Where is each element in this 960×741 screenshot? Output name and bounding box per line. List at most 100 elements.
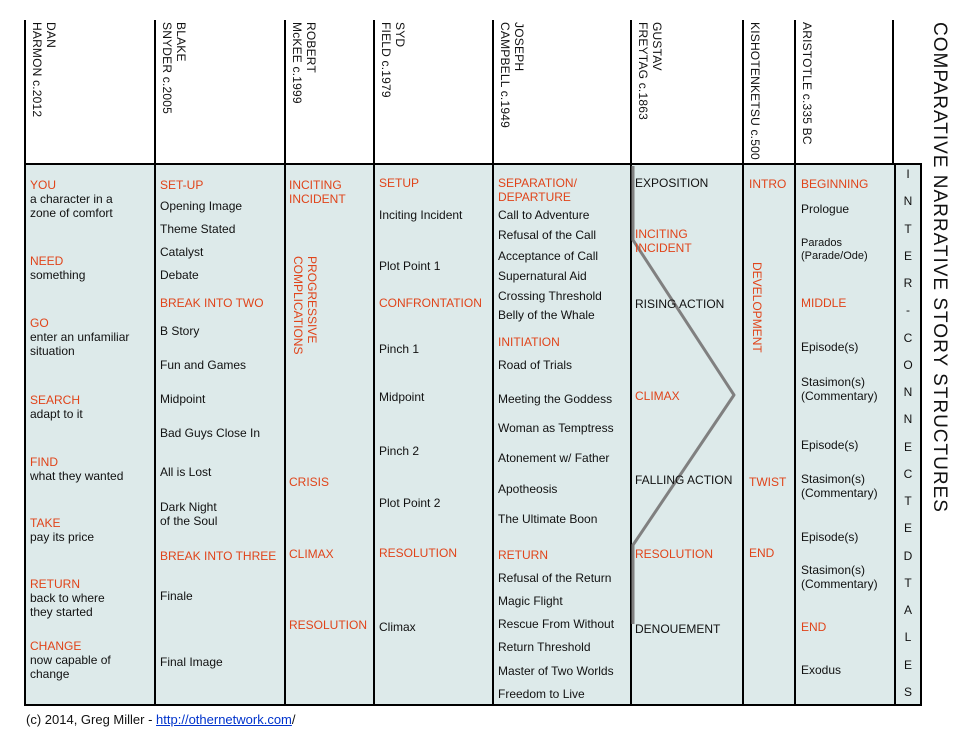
header-aristotle-label: ARISTOTLE c.335 BC bbox=[800, 22, 814, 145]
beat: YOU a character in a zone of comfort bbox=[30, 178, 113, 220]
beat: The Ultimate Boon bbox=[498, 512, 598, 526]
beat: Road of Trials bbox=[498, 358, 573, 372]
beat: Woman as Temptress bbox=[498, 421, 614, 435]
beat: Freedom to Live bbox=[498, 687, 585, 701]
beat: CLIMAX bbox=[635, 389, 680, 403]
tales-letter: L bbox=[904, 630, 912, 645]
beat: Bad Guys Close In bbox=[160, 426, 261, 440]
beat: Stasimon(s) (Commentary) bbox=[801, 472, 878, 500]
beat: SEPARATION/ DEPARTURE bbox=[498, 176, 577, 204]
header-freytag-label: GUSTAV FREYTAG c.1863 bbox=[636, 22, 664, 120]
beat: Finale bbox=[160, 589, 193, 603]
header-field-label: SYD FIELD c.1979 bbox=[379, 22, 407, 98]
header-mckee: ROBERT McKEE c.1999 bbox=[284, 20, 373, 163]
beat-text: pay its price bbox=[30, 530, 95, 544]
header-freytag: GUSTAV FREYTAG c.1863 bbox=[630, 20, 742, 163]
tales-letter: O bbox=[903, 357, 913, 372]
beat: RETURN back to where they started bbox=[30, 577, 105, 619]
beat: CLIMAX bbox=[289, 547, 334, 561]
header-kishotenketsu-label: KISHOTENKETSU c.500 bbox=[748, 22, 762, 160]
beat: TAKE pay its price bbox=[30, 516, 94, 544]
beat: RISING ACTION bbox=[635, 297, 725, 311]
tales-letter: S bbox=[903, 684, 912, 699]
tales-letter: E bbox=[903, 439, 912, 454]
beat: Refusal of the Call bbox=[498, 228, 597, 242]
footer-link[interactable]: http://othernetwork.com bbox=[156, 712, 292, 727]
beat: Refusal of the Return bbox=[498, 571, 612, 585]
beat: RESOLUTION bbox=[635, 547, 714, 561]
beat: TWIST bbox=[749, 475, 787, 489]
divider bbox=[492, 163, 494, 706]
beat-text: adapt to it bbox=[30, 407, 83, 421]
header-campbell: JOSEPH CAMPBELL c.1949 bbox=[492, 20, 630, 163]
beat: Meeting the Goddess bbox=[498, 392, 613, 406]
beat: RESOLUTION bbox=[289, 618, 368, 632]
divider bbox=[284, 163, 286, 706]
beat: Debate bbox=[160, 268, 199, 282]
beat: Final Image bbox=[160, 655, 223, 669]
beat-heading: YOU bbox=[30, 178, 57, 192]
beat: Midpoint bbox=[160, 392, 206, 406]
header-field: SYD FIELD c.1979 bbox=[373, 20, 492, 163]
beat: CHANGE now capable of change bbox=[30, 639, 111, 681]
beat: Belly of the Whale bbox=[498, 308, 595, 322]
footer-suffix: / bbox=[291, 712, 296, 727]
beat: Apotheosis bbox=[498, 482, 558, 496]
header-snyder-label: BLAKE SNYDER c.2005 bbox=[160, 22, 188, 114]
beat: SEARCH adapt to it bbox=[30, 393, 83, 421]
header-campbell-label: JOSEPH CAMPBELL c.1949 bbox=[498, 22, 526, 128]
beat-text: something bbox=[30, 268, 86, 282]
beat: Exodus bbox=[801, 663, 842, 677]
tales-letter: A bbox=[903, 603, 912, 617]
header-aristotle: ARISTOTLE c.335 BC bbox=[794, 20, 894, 163]
beat-text: enter an unfamiliar situation bbox=[30, 330, 130, 358]
beat: Fun and Games bbox=[160, 358, 247, 372]
divider bbox=[373, 163, 375, 706]
beat: INITIATION bbox=[498, 335, 560, 349]
footer-prefix: (c) 2014, Greg Miller - bbox=[26, 712, 157, 727]
divider bbox=[742, 163, 744, 706]
beat: Stasimon(s) (Commentary) bbox=[801, 375, 878, 403]
divider bbox=[154, 163, 156, 706]
beat: CONFRONTATION bbox=[379, 296, 482, 310]
beat: Episode(s) bbox=[801, 340, 859, 354]
page-title: COMPARATIVE NARRATIVE STORY STRUCTURES bbox=[929, 22, 950, 513]
tales-letter: - bbox=[906, 303, 910, 318]
beat: INTRO bbox=[749, 177, 787, 191]
beat: DENOUEMENT bbox=[635, 622, 721, 636]
beat-heading: CHANGE bbox=[30, 639, 82, 653]
beat: NEED something bbox=[30, 254, 85, 282]
beat-heading: TAKE bbox=[30, 516, 61, 530]
beat: RESOLUTION bbox=[379, 546, 458, 560]
beat: Catalyst bbox=[160, 245, 204, 259]
development-label: DEVELOPMENT bbox=[750, 262, 764, 353]
tales-letter: N bbox=[903, 385, 913, 399]
beat: INCITING INCIDENT bbox=[289, 178, 346, 206]
tales-letter: N bbox=[903, 194, 913, 209]
beat: EXPOSITION bbox=[635, 176, 709, 190]
beat: Inciting Incident bbox=[379, 208, 463, 222]
beat: Episode(s) bbox=[801, 438, 859, 452]
beat: Plot Point 1 bbox=[379, 259, 441, 273]
beat: Rescue From Without bbox=[498, 617, 615, 631]
beat: Magic Flight bbox=[498, 594, 563, 608]
tales-letter: D bbox=[903, 548, 913, 563]
beat: Dark Night of the Soul bbox=[160, 500, 218, 528]
beat: Theme Stated bbox=[160, 222, 236, 236]
tales-letter: T bbox=[904, 494, 912, 508]
tales-letter: E bbox=[903, 521, 912, 536]
beat: MIDDLE bbox=[801, 296, 847, 310]
beat-text: what they wanted bbox=[30, 469, 124, 483]
beat: END bbox=[801, 620, 827, 634]
tales-letter: E bbox=[903, 248, 912, 263]
divider bbox=[894, 163, 896, 706]
beat: Midpoint bbox=[379, 390, 425, 404]
beat: B Story bbox=[160, 324, 200, 338]
beat: Return Threshold bbox=[498, 640, 591, 654]
tales-letter: I bbox=[906, 167, 910, 181]
beat: INCITING INCIDENT bbox=[635, 227, 692, 255]
beat: Pinch 1 bbox=[379, 342, 420, 356]
beat: Episode(s) bbox=[801, 530, 859, 544]
